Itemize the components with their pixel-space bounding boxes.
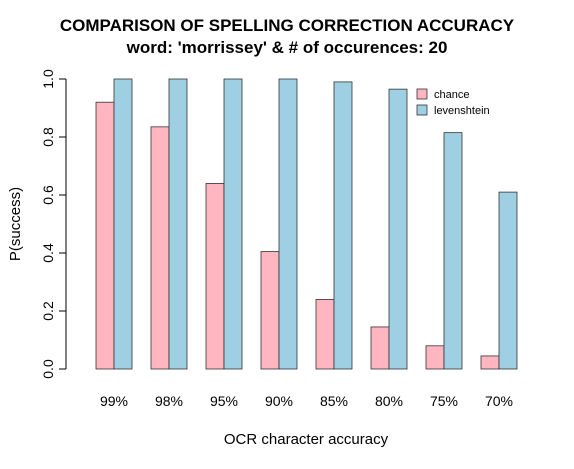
y-tick-label: 1.0 [40,69,56,89]
x-axis-title: OCR character accuracy [224,431,389,448]
x-tick-label: 75% [430,393,458,409]
bar-chance-4 [315,298,335,370]
bar-levenshtein-6 [443,132,463,370]
x-tick-label: 90% [265,393,293,409]
bar-chance-3 [260,251,280,370]
bar-levenshtein-3 [278,78,298,370]
x-tick-label: 95% [210,393,238,409]
y-tick-label: 0.4 [40,243,56,263]
bar-chance-2 [205,182,225,370]
y-tick-label: 0.8 [40,127,56,147]
x-tick-label: 70% [485,393,513,409]
y-tick-label: 0.6 [40,185,56,205]
y-tick-label: 0.2 [40,301,56,321]
bar-levenshtein-1 [168,78,188,370]
x-tick-label: 80% [375,393,403,409]
bars-group [95,78,518,370]
x-axis: 99% 98% 95% 90% 85% 80% 75% 70% [100,393,513,409]
legend-label-chance: chance [434,89,469,101]
legend-swatch-chance [416,88,428,100]
bar-chance-6 [425,345,445,370]
legend: chance levenshtein [416,88,490,117]
bar-chance-5 [370,326,390,370]
bar-chance-7 [480,355,500,370]
bar-chance-0 [95,101,115,370]
chart-title: COMPARISON OF SPELLING CORRECTION ACCURA… [59,16,515,35]
x-tick-label: 85% [320,393,348,409]
bar-levenshtein-0 [113,78,133,370]
x-tick-label: 98% [155,393,183,409]
bar-levenshtein-5 [388,88,408,370]
legend-swatch-levenshtein [416,104,428,116]
chart-subtitle: word: 'morrissey' & # of occurences: 20 [126,38,448,57]
x-tick-label: 99% [100,393,128,409]
bar-levenshtein-2 [223,78,243,370]
bar-chance-1 [150,126,170,370]
bar-levenshtein-7 [498,191,518,370]
bar-levenshtein-4 [333,81,353,370]
y-tick-label: 0.0 [40,359,56,379]
y-axis: 0.0 0.2 0.4 0.6 0.8 1.0 [40,69,67,379]
y-axis-title: P(success) [7,187,24,261]
legend-label-levenshtein: levenshtein [434,105,490,117]
